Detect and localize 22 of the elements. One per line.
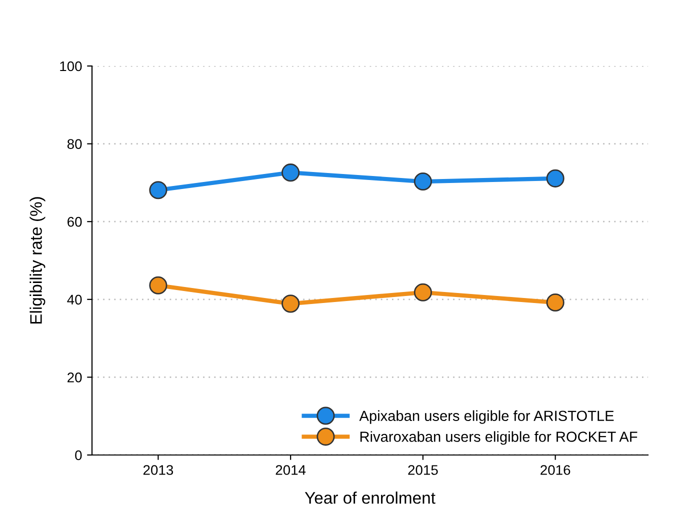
point [414, 283, 432, 302]
point [414, 172, 432, 191]
x-axis-title: Year of enrolment [304, 492, 436, 504]
y-tick-label: 80 [67, 139, 82, 149]
x-tick-label: 2014 [276, 465, 306, 475]
point [546, 169, 564, 188]
y-tick-label: 40 [67, 294, 82, 305]
y-tick-label: 20 [68, 372, 82, 382]
x-tick-label: 2015 [408, 465, 438, 475]
legend-label: Apixaban users eligible for ARISTOTLE [359, 410, 614, 424]
y-tick-label: 0 [75, 450, 82, 460]
y-tick-label: 100 [60, 61, 82, 72]
point [282, 294, 300, 313]
x-tick-label: 2016 [540, 465, 570, 475]
point [282, 164, 300, 182]
point [149, 276, 168, 294]
x-tick-label: 2013 [143, 465, 174, 475]
legend-label: Rivaroxaban users eligible for ROCKET AF [360, 431, 638, 445]
point [149, 181, 168, 200]
y-axis-title: Eligibility rate (%) [30, 197, 46, 324]
point [546, 293, 564, 312]
y-tick-label: 60 [68, 216, 82, 227]
